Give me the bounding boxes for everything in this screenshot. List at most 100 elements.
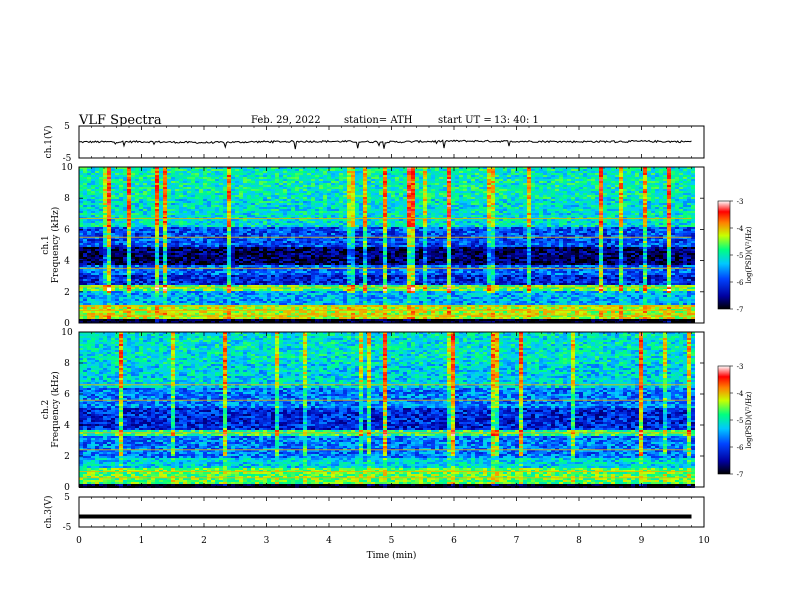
spectrogram-cell <box>147 239 151 241</box>
spectrogram-cell <box>187 265 191 267</box>
spectrogram-cell <box>259 209 263 211</box>
spectrogram-cell <box>135 251 139 253</box>
spectrogram-cell <box>139 241 143 243</box>
spectrogram-cell <box>207 275 211 277</box>
spectrogram-cell <box>103 291 107 293</box>
spectrogram-cell <box>303 203 307 205</box>
spectrogram-cell <box>87 231 91 233</box>
spectrogram-cell <box>175 183 179 185</box>
spectrogram-cell <box>139 239 143 241</box>
spectrogram-cell <box>267 199 271 201</box>
spectrogram-cell <box>247 243 251 245</box>
spectrogram-cell <box>215 219 219 221</box>
spectrogram-cell <box>227 259 231 261</box>
spectrogram-cell <box>195 241 199 243</box>
spectrogram-cell <box>95 189 99 191</box>
spectrogram-cell <box>219 303 223 305</box>
spectrogram-cell <box>183 195 187 197</box>
spectrogram-cell <box>239 225 243 227</box>
spectrogram-cell <box>311 187 315 189</box>
spectrogram-cell <box>295 183 299 185</box>
spectrogram-cell <box>119 297 123 299</box>
spectrogram-cell <box>295 263 299 265</box>
spectrogram-cell <box>259 225 263 227</box>
spectrogram-cell <box>303 191 307 193</box>
spectrogram-cell <box>207 279 211 281</box>
spectrogram-cell <box>207 295 211 297</box>
spectrogram-cell <box>227 257 231 259</box>
spectrogram-cell <box>211 179 215 181</box>
spectrogram-cell <box>159 193 163 195</box>
spectrogram-cell <box>227 251 231 253</box>
spectrogram-cell <box>303 233 307 235</box>
spectrogram-cell <box>227 303 231 305</box>
spectrogram-cell <box>295 177 299 179</box>
spectrogram-cell <box>247 195 251 197</box>
spectrogram-cell <box>315 225 319 227</box>
spectrogram-cell <box>103 241 107 243</box>
spectrogram-cell <box>295 317 299 319</box>
spectrogram-cell <box>219 253 223 255</box>
spectrogram-cell <box>199 193 203 195</box>
spectrogram-cell <box>79 271 83 273</box>
spectrogram-cell <box>107 229 111 231</box>
spectrogram-cell <box>267 173 271 175</box>
spectrogram-cell <box>283 265 287 267</box>
spectrogram-cell <box>175 197 179 199</box>
spectrogram-cell <box>319 175 323 177</box>
spectrogram-cell <box>91 195 95 197</box>
spectrogram-cell <box>155 275 159 277</box>
spectrogram-cell <box>123 297 127 299</box>
spectrogram-cell <box>115 225 119 227</box>
spectrogram-cell <box>255 241 259 243</box>
spectrogram-cell <box>159 303 163 305</box>
spectrogram-cell <box>255 177 259 179</box>
spectrogram-cell <box>163 301 167 303</box>
spectrogram-cell <box>135 301 139 303</box>
spectrogram-cell <box>183 271 187 273</box>
spectrogram-cell <box>227 311 231 313</box>
spectrogram-cell <box>171 173 175 175</box>
spectrogram-cell <box>195 275 199 277</box>
spectrogram-cell <box>143 301 147 303</box>
spectrogram-cell <box>167 185 171 187</box>
spectrogram-cell <box>283 191 287 193</box>
spectrogram-cell <box>207 203 211 205</box>
spectrogram-cell <box>107 195 111 197</box>
spectrogram-cell <box>151 241 155 243</box>
spectrogram-cell <box>79 279 83 281</box>
spectrogram-cell <box>91 193 95 195</box>
spectrogram-cell <box>223 261 227 263</box>
spectrogram-cell <box>187 249 191 251</box>
spectrogram-cell <box>211 253 215 255</box>
spectrogram-cell <box>303 243 307 245</box>
spectrogram-cell <box>87 171 91 173</box>
spectrogram-cell <box>131 317 135 319</box>
spectrogram-cell <box>179 213 183 215</box>
spectrogram-cell <box>223 183 227 185</box>
spectrogram-cell <box>139 189 143 191</box>
spectrogram-cell <box>259 263 263 265</box>
spectrogram-cell <box>275 225 279 227</box>
spectrogram-cell <box>203 307 207 309</box>
spectrogram-cell <box>239 179 243 181</box>
spectrogram-cell <box>187 247 191 249</box>
spectrogram-cell <box>255 301 259 303</box>
spectrogram-cell <box>139 201 143 203</box>
spectrogram-cell <box>87 173 91 175</box>
spectrogram-cell <box>151 299 155 301</box>
spectrogram-cell <box>207 189 211 191</box>
spectrogram-cell <box>263 307 267 309</box>
spectrogram-cell <box>319 215 323 217</box>
spectrogram-cell <box>303 245 307 247</box>
spectrogram-cell <box>103 259 107 261</box>
spectrogram-cell <box>251 283 255 285</box>
spectrogram-cell <box>235 219 239 221</box>
spectrogram-cell <box>311 233 315 235</box>
spectrogram-cell <box>299 233 303 235</box>
spectrogram-cell <box>303 261 307 263</box>
spectrogram-cell <box>219 219 223 221</box>
spectrogram-cell <box>279 259 283 261</box>
spectrogram-cell <box>307 207 311 209</box>
spectrogram-cell <box>163 241 167 243</box>
